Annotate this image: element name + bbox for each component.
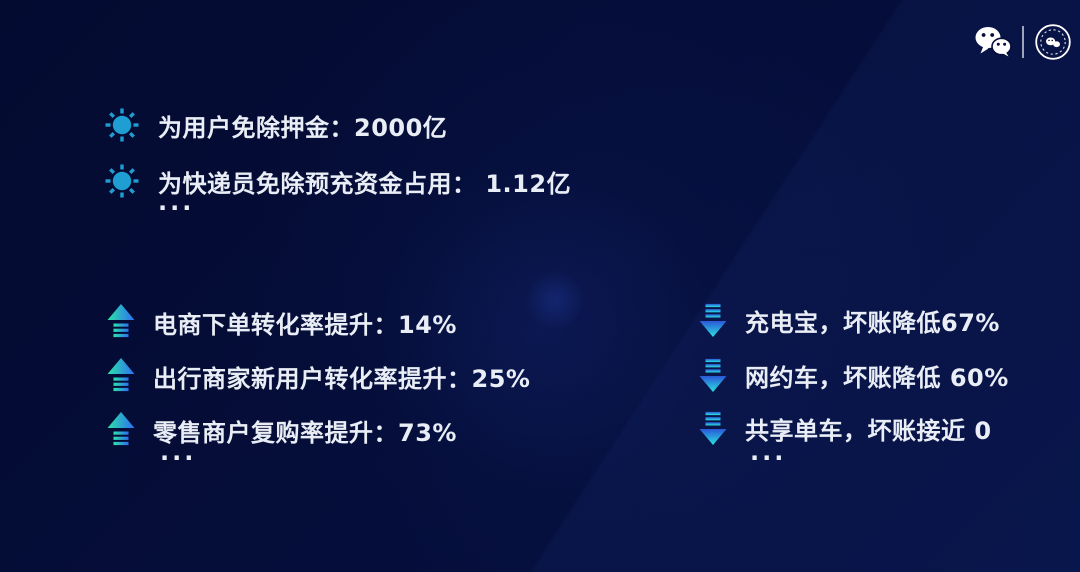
deposit-row: 为快递员免除预充资金占用： 1.12亿	[103, 162, 571, 200]
logo-divider	[1022, 26, 1024, 58]
uplift-item-text: 零售商户复购率提升：73%	[153, 418, 457, 447]
baddebt-item-text: 充电宝，坏账降低67%	[745, 308, 1000, 337]
header-logos	[974, 20, 1072, 64]
down-arrow-icon	[699, 411, 727, 445]
baddebt-more-ellipsis: ...	[750, 438, 787, 466]
sun-icon	[105, 164, 139, 198]
deposit-more-ellipsis: ...	[158, 188, 195, 216]
baddebt-row: 充电宝，坏账降低67%	[698, 301, 1000, 339]
deposit-item-text: 为快递员免除预充资金占用： 1.12亿	[158, 169, 572, 198]
up-arrow-icon	[107, 412, 135, 446]
baddebt-row: 共享单车，坏账接近 0	[698, 409, 992, 447]
wechat-logo-icon	[975, 27, 1012, 57]
down-arrow-icon	[699, 303, 727, 337]
up-arrow-icon	[107, 358, 135, 392]
baddebt-item-text: 网约车，坏账降低 60%	[745, 363, 1009, 392]
uplift-row: 出行商家新用户转化率提升：25%	[106, 357, 530, 395]
baddebt-item-text: 共享单车，坏账接近 0	[745, 416, 992, 445]
uplift-item-text: 电商下单转化率提升：14%	[153, 310, 457, 339]
uplift-item-text: 出行商家新用户转化率提升：25%	[153, 364, 531, 393]
down-arrow-icon	[699, 358, 727, 392]
deposit-item-text: 为用户免除押金：2000亿	[158, 113, 448, 142]
wechat-open-class-badge-icon	[1035, 24, 1071, 60]
uplift-row: 电商下单转化率提升：14%	[106, 303, 457, 341]
sun-icon	[105, 108, 139, 142]
uplift-more-ellipsis: ...	[160, 438, 197, 466]
up-arrow-icon	[107, 304, 135, 338]
uplift-row: 零售商户复购率提升：73%	[106, 411, 457, 449]
deposit-row: 为用户免除押金：2000亿	[103, 106, 447, 144]
baddebt-row: 网约车，坏账降低 60%	[698, 356, 1009, 394]
